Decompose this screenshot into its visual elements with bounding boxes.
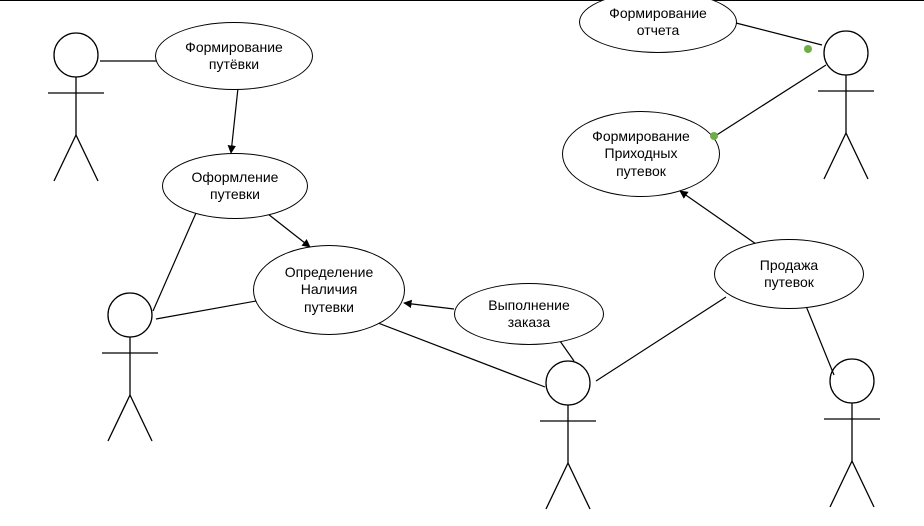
usecase-label: Выполнениезаказа: [488, 297, 569, 332]
edge-3: [156, 301, 256, 319]
edge-9: [712, 65, 826, 138]
usecase-uc6: ФормированиеПриходныхпутевок: [562, 111, 720, 197]
actor-a1: [48, 33, 104, 181]
usecase-label: Продажапутевок: [760, 257, 818, 292]
usecase-uc5: Формированиеотчета: [579, 0, 737, 53]
usecase-label: Формированиеотчета: [609, 5, 707, 40]
edge-1: [231, 88, 238, 153]
actor-a4: [818, 31, 874, 179]
actor-a3: [540, 361, 596, 509]
edge-4: [268, 214, 310, 247]
usecase-label: Формированиепутёвки: [185, 39, 283, 74]
edge-5: [404, 303, 454, 309]
selection-handle-1: [804, 45, 812, 53]
usecase-uc4: Выполнениезаказа: [454, 283, 604, 345]
actor-a2: [102, 293, 158, 441]
usecase-label: ФормированиеПриходныхпутевок: [592, 128, 690, 181]
edge-2: [153, 213, 196, 311]
edge-10: [736, 23, 822, 45]
edge-8: [680, 191, 756, 244]
usecase-uc3: ОпределениеНаличияпутевки: [253, 245, 405, 335]
usecase-uc2: Оформлениепутевки: [162, 153, 308, 219]
edge-11: [806, 306, 834, 375]
usecase-uc1: Формированиепутёвки: [155, 22, 313, 90]
actor-a5: [824, 359, 880, 507]
selection-handle-0: [710, 132, 718, 140]
usecase-label: Оформлениепутевки: [192, 169, 279, 204]
usecase-label: ОпределениеНаличияпутевки: [285, 264, 374, 317]
usecase-uc7: Продажапутевок: [714, 239, 864, 309]
diagram-canvas: Формированиепутёвки Оформлениепутевки Опре…: [0, 0, 924, 526]
edge-7: [560, 341, 574, 361]
edge-12: [596, 297, 726, 381]
